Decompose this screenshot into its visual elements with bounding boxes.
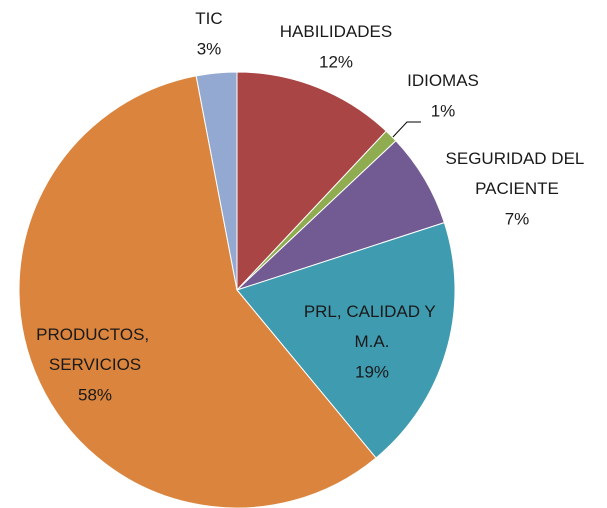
value-label: 1%: [431, 101, 456, 120]
pie-slice: [18, 75, 377, 508]
category-label: PRODUCTOS, SERVICIOS: [36, 325, 154, 374]
category-label: HABILIDADES: [280, 22, 392, 41]
value-label: 58%: [78, 385, 112, 404]
pie-slice: [236, 71, 387, 292]
value-label: 7%: [505, 209, 530, 228]
value-label: 12%: [319, 52, 353, 71]
category-label: SEGURIDAD DEL PACIENTE: [446, 149, 589, 198]
category-label: PRL, CALIDAD Y M.A.: [304, 302, 440, 351]
leader-line: [391, 121, 421, 139]
pie-slice: [195, 71, 238, 291]
category-label: IDIOMAS: [407, 71, 479, 90]
value-label: 3%: [197, 39, 222, 58]
pie-slice: [236, 222, 456, 459]
category-label: TIC: [195, 9, 222, 28]
value-label: 19%: [355, 362, 389, 381]
